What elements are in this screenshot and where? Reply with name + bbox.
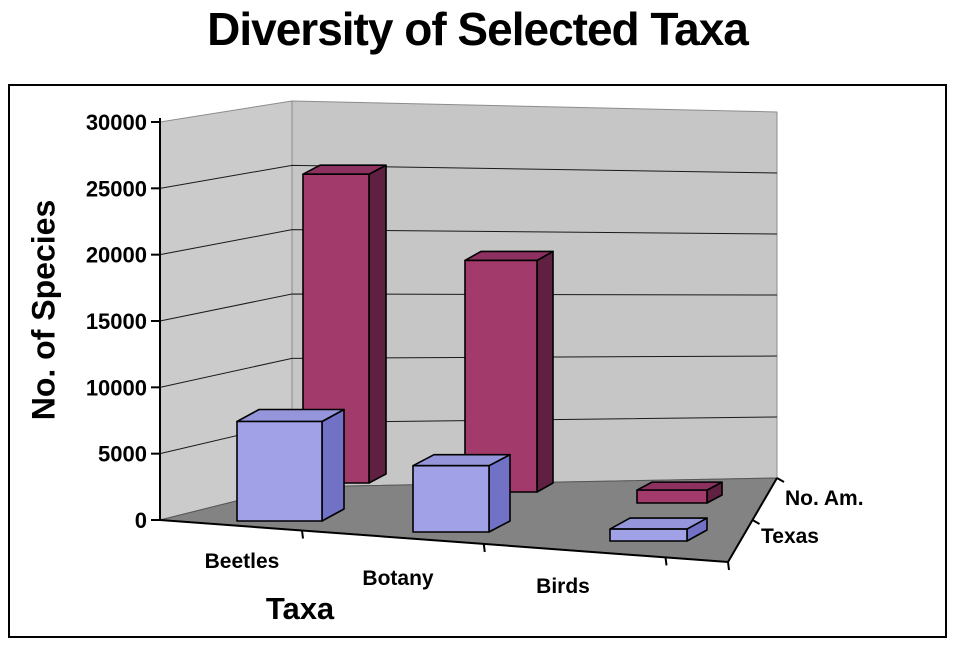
category-tick-3 [727,561,730,571]
gridline-25000 [159,164,778,189]
bar-noam-botany-front [464,259,538,493]
y-tick-label-20000: 20000 [86,243,147,268]
bar-noam-botany-side [536,250,554,493]
y-tick-label-0: 0 [135,508,147,533]
series-tick-1 [776,477,785,483]
y-tick-label-30000: 30000 [86,110,147,135]
series-label-texas: Texas [761,525,819,548]
bar-noam-beetles-side [368,164,387,484]
x-axis-title: Taxa [265,591,335,626]
gridline-15000 [159,293,778,322]
category-tick-1 [482,543,486,553]
gridline-20000 [159,229,778,256]
bar-texas-beetles-side [321,408,345,522]
category-label-beetles: Beetles [205,550,280,573]
bar-texas-botany-front [412,464,490,533]
gridline-10000 [159,355,778,388]
bar-texas-botany-side [488,453,511,533]
bar-noam-beetles-front [302,173,370,484]
category-tick-2 [664,557,668,566]
bar-noam-botany-top [464,250,554,262]
y-axis-title: No. of Species [25,199,62,421]
category-axis-line [159,519,729,563]
y-tick-label-15000: 15000 [86,309,147,334]
bar-texas-beetles-front [236,420,323,522]
category-label-birds: Birds [536,575,590,598]
bar-texas-birds-front [609,528,688,542]
bar-noam-birds-top [636,481,723,491]
y-tick-label-5000: 5000 [98,442,147,467]
series-label-noam: No. Am. [785,487,864,510]
series-tick-0 [752,519,760,525]
category-tick-0 [301,530,304,539]
y-tick-label-25000: 25000 [86,176,147,201]
bar-noam-birds-front [636,489,708,504]
category-label-botany: Botany [362,567,433,590]
chart-title: Diversity of Selected Taxa [207,3,749,55]
y-tick-label-10000: 10000 [86,375,147,400]
